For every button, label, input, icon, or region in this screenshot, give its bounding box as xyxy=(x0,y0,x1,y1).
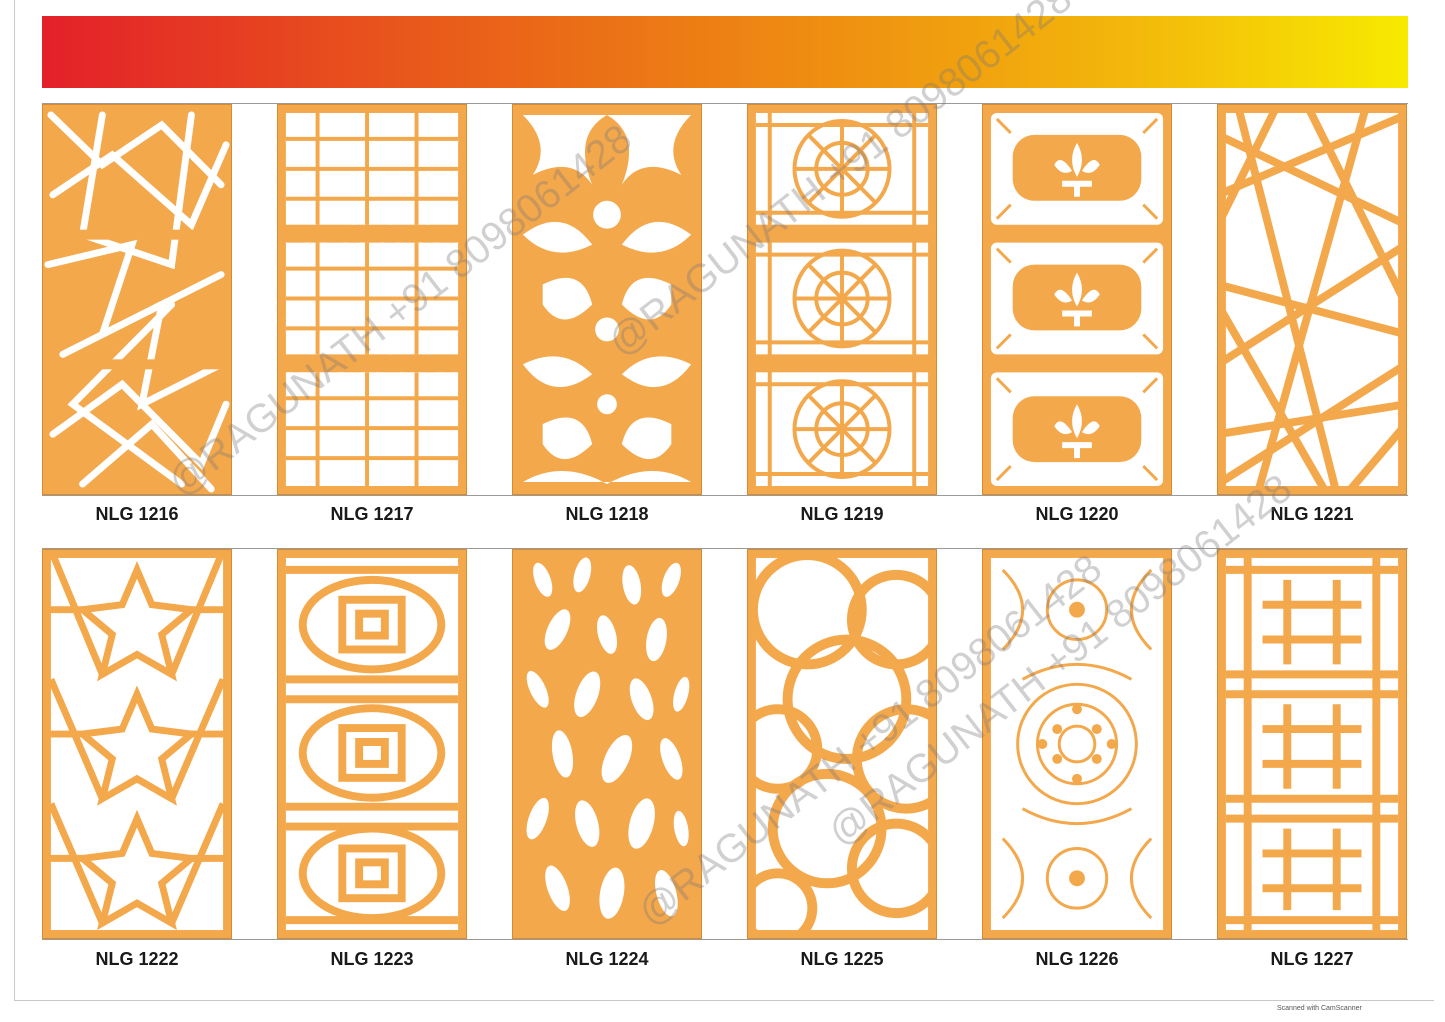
panel-nlg-1224[interactable] xyxy=(512,549,702,939)
page-bottom-rule xyxy=(14,1000,1434,1001)
shattered-pattern-icon xyxy=(43,111,231,493)
panel-nlg-1222[interactable] xyxy=(42,549,232,939)
label-nlg-1225: NLG 1225 xyxy=(800,949,884,969)
fleur-de-lis-pattern-icon xyxy=(990,112,1164,487)
scanner-footer-note: Scanned with CamScanner xyxy=(1277,1005,1362,1012)
damask-medallion-pattern-icon xyxy=(990,557,1164,931)
label-nlg-1216: NLG 1216 xyxy=(95,504,179,524)
label-nlg-1222: NLG 1222 xyxy=(95,949,179,969)
leaf-petals-pattern-icon xyxy=(526,557,690,919)
panel-nlg-1223[interactable] xyxy=(277,549,467,939)
crossing-lines-pattern-icon xyxy=(1218,105,1406,494)
label-nlg-1219: NLG 1219 xyxy=(800,504,884,524)
star-lattice-pattern-icon xyxy=(43,550,231,931)
panel-nlg-1221[interactable] xyxy=(1217,104,1407,495)
label-nlg-1226: NLG 1226 xyxy=(1035,949,1119,969)
panel-nlg-1216[interactable] xyxy=(42,104,232,495)
page-left-rule xyxy=(14,0,15,1000)
gradient-banner xyxy=(42,16,1408,88)
label-nlg-1224: NLG 1224 xyxy=(565,949,649,969)
panel-nlg-1220[interactable] xyxy=(982,104,1172,495)
cross-fret-pattern-icon xyxy=(1225,557,1399,931)
hexagon-pattern-icon xyxy=(285,112,459,487)
label-nlg-1223: NLG 1223 xyxy=(330,949,414,969)
row-top-rule xyxy=(42,548,1408,549)
panel-nlg-1218[interactable] xyxy=(512,104,702,495)
chinese-fret-pattern-icon xyxy=(285,557,459,931)
panel-nlg-1217[interactable] xyxy=(277,104,467,495)
panel-nlg-1225[interactable] xyxy=(747,549,937,939)
islamic-star-pattern-icon xyxy=(755,112,929,487)
panel-nlg-1227[interactable] xyxy=(1217,549,1407,939)
label-nlg-1220: NLG 1220 xyxy=(1035,504,1119,524)
panel-nlg-1226[interactable] xyxy=(982,549,1172,939)
label-nlg-1217: NLG 1217 xyxy=(330,504,414,524)
label-nlg-1221: NLG 1221 xyxy=(1270,504,1354,524)
panel-nlg-1219[interactable] xyxy=(747,104,937,495)
row-bottom-rule xyxy=(42,939,1408,940)
label-nlg-1227: NLG 1227 xyxy=(1270,949,1354,969)
floral-scroll-pattern-icon xyxy=(522,114,692,485)
row-bottom-rule xyxy=(42,495,1408,496)
row-top-rule xyxy=(42,103,1408,104)
label-nlg-1218: NLG 1218 xyxy=(565,504,649,524)
interlocking-rings-pattern-icon xyxy=(748,550,936,938)
